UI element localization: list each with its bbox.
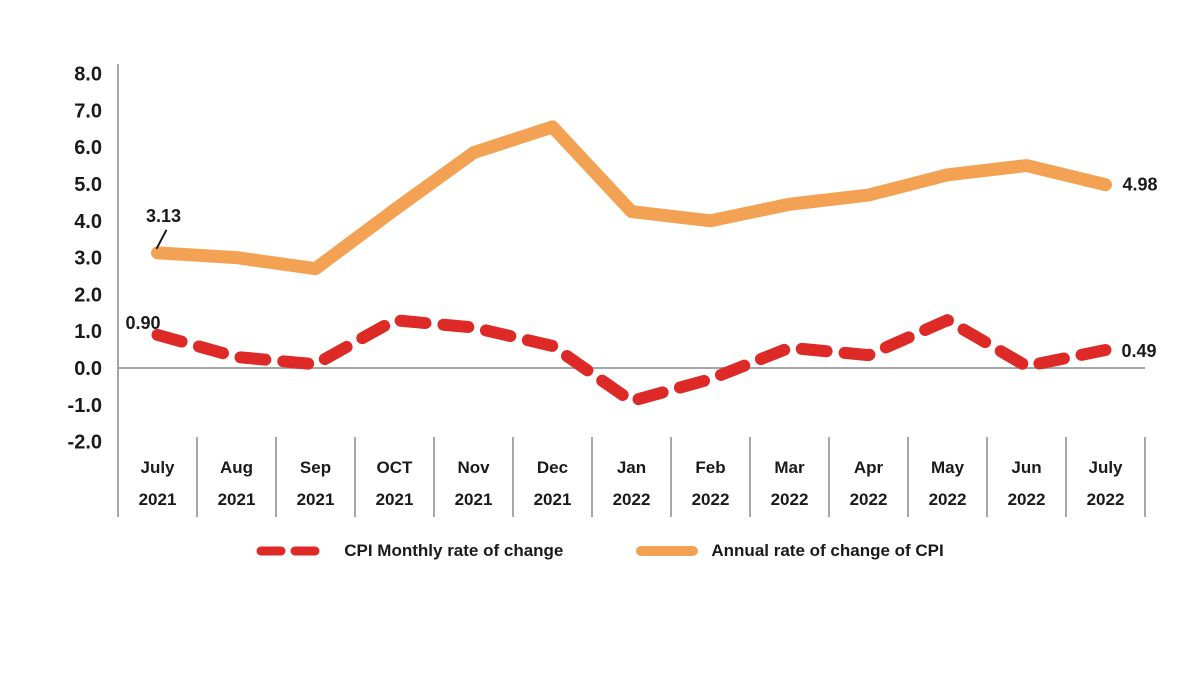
x-tick-month: May xyxy=(931,458,965,477)
x-tick-month: Feb xyxy=(695,458,725,477)
x-tick-month: Aug xyxy=(220,458,253,477)
x-tick-year: 2022 xyxy=(1087,490,1125,509)
x-tick-year: 2021 xyxy=(218,490,256,509)
y-tick-label: -1.0 xyxy=(68,395,102,417)
x-tick-month: Jun xyxy=(1011,458,1041,477)
legend-label-monthly: CPI Monthly rate of change xyxy=(344,541,564,560)
series-line-monthly xyxy=(151,314,1112,408)
x-tick-month: Apr xyxy=(854,458,884,477)
x-tick-year: 2021 xyxy=(534,490,572,509)
x-tick-year: 2022 xyxy=(1008,490,1046,509)
x-tick-year: 2021 xyxy=(376,490,414,509)
x-tick-year: 2022 xyxy=(613,490,651,509)
x-tick-month: Nov xyxy=(457,458,490,477)
x-tick-month: Dec xyxy=(537,458,568,477)
x-tick-month: Mar xyxy=(774,458,805,477)
y-tick-label: 8.0 xyxy=(74,64,102,86)
data-label: 3.13 xyxy=(146,206,181,226)
x-tick-year: 2021 xyxy=(297,490,335,509)
series-line-annual xyxy=(151,120,1112,276)
y-tick-label: 5.0 xyxy=(74,174,102,196)
y-tick-label: 2.0 xyxy=(74,284,102,306)
data-label: 0.49 xyxy=(1122,341,1157,361)
y-tick-label: -2.0 xyxy=(68,432,102,454)
x-tick-year: 2021 xyxy=(455,490,493,509)
y-tick-label: 4.0 xyxy=(74,211,102,233)
data-label: 0.90 xyxy=(125,313,160,333)
x-tick-month: Jan xyxy=(617,458,646,477)
data-label-leader xyxy=(155,229,168,250)
legend-item-annual: Annual rate of change of CPI xyxy=(635,541,944,561)
x-tick-month: Sep xyxy=(300,458,331,477)
y-tick-label: 3.0 xyxy=(74,248,102,270)
x-tick-year: 2022 xyxy=(692,490,730,509)
x-tick-year: 2022 xyxy=(771,490,809,509)
y-tick-label: 6.0 xyxy=(74,137,102,159)
x-tick-month: July xyxy=(140,458,175,477)
x-tick-month: July xyxy=(1088,458,1123,477)
x-tick-year: 2022 xyxy=(929,490,967,509)
legend-label-annual: Annual rate of change of CPI xyxy=(711,541,944,560)
legend-item-monthly: CPI Monthly rate of change xyxy=(256,541,563,561)
legend: CPI Monthly rate of change Annual rate o… xyxy=(0,541,1200,561)
x-tick-year: 2022 xyxy=(850,490,888,509)
y-tick-label: 7.0 xyxy=(74,100,102,122)
y-tick-label: 0.0 xyxy=(74,358,102,380)
data-label: 4.98 xyxy=(1123,175,1158,195)
x-tick-month: OCT xyxy=(377,458,414,477)
monthly-dashed-line-swatch xyxy=(256,546,332,556)
y-tick-label: 1.0 xyxy=(74,321,102,343)
annual-solid-line-swatch xyxy=(636,546,699,556)
x-tick-year: 2021 xyxy=(139,490,177,509)
